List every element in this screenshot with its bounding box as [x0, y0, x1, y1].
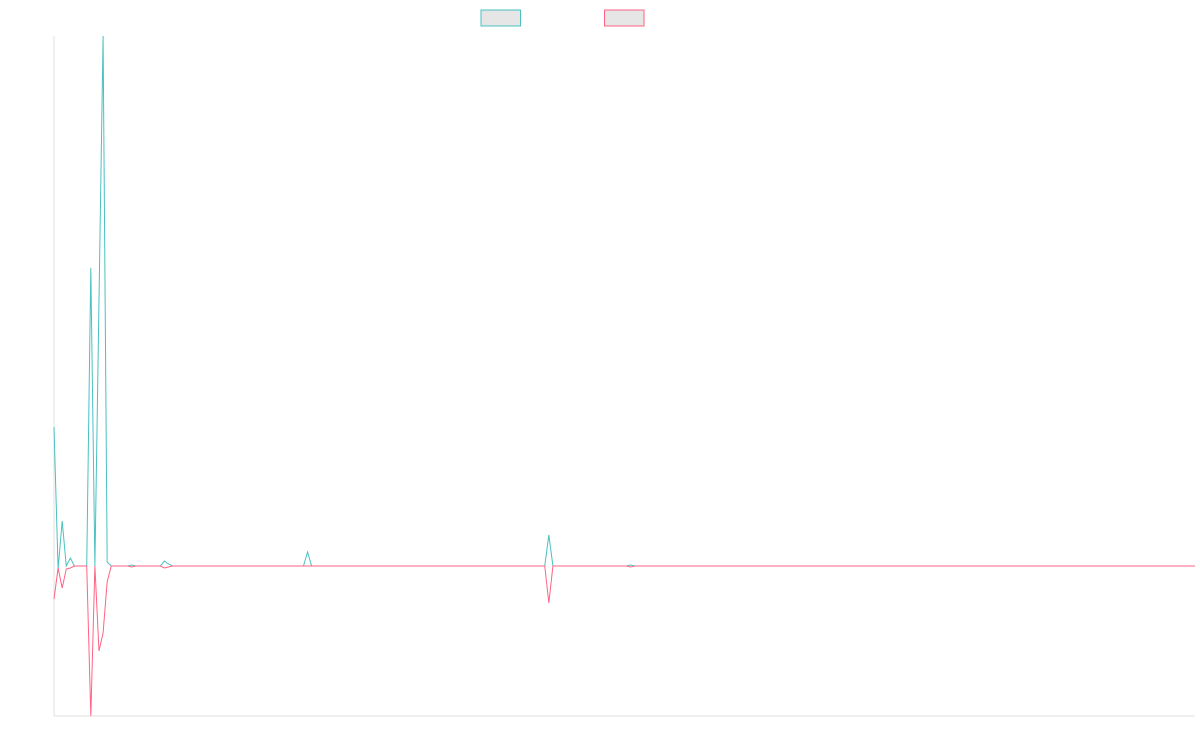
legend-swatch — [480, 9, 521, 27]
line-series — [53, 35, 1195, 570]
legend-swatch — [604, 9, 645, 27]
line-series — [53, 565, 1195, 717]
